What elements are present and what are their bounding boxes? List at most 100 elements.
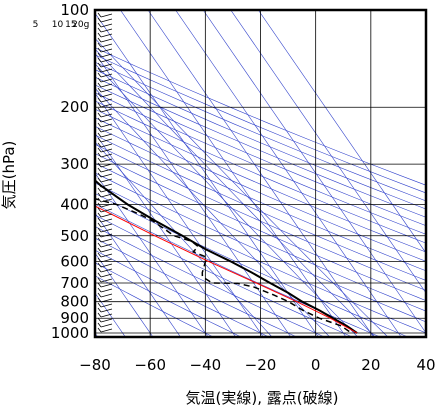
wind-barb-flag [97, 327, 102, 333]
dry-adiabat-line [95, 226, 326, 337]
dry-adiabat-line [95, 134, 426, 281]
wind-barb-flag [97, 52, 102, 58]
dry-adiabat-line [95, 54, 426, 194]
wind-barb-flag [97, 247, 102, 253]
wind-barb-flag [97, 207, 102, 213]
wind-barb-flag [97, 122, 102, 128]
dry-adiabat-line [95, 193, 409, 337]
wind-barb-flag [97, 302, 102, 308]
wind-barb-flag [97, 107, 102, 113]
isotherm-line [175, 10, 402, 337]
wind-barb-flag [97, 177, 102, 183]
wind-barb-flag [97, 227, 102, 233]
dry-adiabat-line [95, 172, 426, 323]
wind-barb [100, 68, 113, 73]
wind-barb [100, 248, 113, 253]
wind-barb [100, 203, 113, 208]
background-lines [95, 10, 426, 337]
wind-barb-flag [97, 242, 102, 248]
wind-barb [100, 138, 113, 143]
wind-barb [100, 168, 113, 173]
wind-barb [100, 313, 113, 318]
dry-adiabat-line [95, 47, 426, 186]
x-tick-label: −80 [79, 356, 111, 374]
wind-barb-flag [97, 142, 102, 148]
wind-barb-flag [97, 147, 102, 153]
mixing-ratio-line [95, 141, 273, 337]
wind-barb [100, 33, 113, 38]
wind-barb-flag [97, 12, 102, 18]
wind-barb [100, 63, 113, 68]
dry-adiabat-line [95, 275, 215, 337]
wind-barb-flag [97, 47, 102, 53]
wind-barb-flag [97, 167, 102, 173]
wind-barb [100, 183, 113, 188]
dry-adiabat-line [95, 69, 426, 210]
wind-barb [100, 13, 113, 18]
wind-barb-flag [97, 172, 102, 178]
y-tick-label: 200 [60, 98, 89, 116]
wind-barb [100, 153, 113, 158]
wind-barb [100, 58, 113, 63]
wind-barb [100, 273, 113, 278]
dewpoint-line [95, 197, 352, 334]
isotherm-line [95, 92, 264, 337]
grid [95, 10, 426, 337]
dry-adiabat-line [95, 182, 426, 334]
wind-barb-flag [97, 232, 102, 238]
dry-adiabat-line [95, 117, 426, 262]
wind-barb [100, 128, 113, 133]
wind-barb-flag [97, 262, 102, 268]
wind-barb [100, 78, 113, 83]
wind-barb-flag [97, 117, 102, 123]
wind-barb [100, 148, 113, 153]
y-tick-label: 800 [60, 293, 89, 311]
plot-frame [93, 8, 428, 339]
mixing-ratio-labels: 15101520g [33, 20, 90, 30]
wind-barb-flag [97, 102, 102, 108]
isotherm-line [95, 172, 209, 337]
dry-adiabat-line [95, 262, 242, 337]
wind-barb-flag [97, 312, 102, 318]
wind-barb [100, 233, 113, 238]
plot-area [95, 10, 426, 337]
isotherm-line [95, 132, 237, 337]
wind-barb-flag [97, 267, 102, 273]
wind-barb-flag [97, 42, 102, 48]
wind-barb-flag [97, 27, 102, 33]
x-tick-label: 40 [416, 356, 435, 374]
x-tick-labels: −80 −60 −40 −20 0 20 40 [79, 356, 435, 374]
x-axis-title: 気温(実線), 露点(破線) [186, 389, 339, 407]
mixing-ratio-label: 5 [33, 20, 39, 30]
wind-barb-flag [97, 157, 102, 163]
wind-barb-flag [97, 137, 102, 143]
wind-barb-flag [97, 72, 102, 78]
dry-adiabat-line [95, 162, 426, 312]
wind-barb [100, 238, 113, 243]
dry-adiabat-line [95, 126, 426, 272]
wind-barb-flag [97, 87, 102, 93]
wind-barb [100, 298, 113, 303]
wind-barb-flag [97, 62, 102, 68]
wind-barb [100, 228, 113, 233]
wind-barb [100, 328, 113, 333]
wind-barb [100, 123, 113, 128]
wind-barb-flag [97, 17, 102, 23]
wind-barb-flag [97, 222, 102, 228]
wind-barb [100, 193, 113, 198]
wind-barb-flag [97, 162, 102, 168]
wind-barb [100, 253, 113, 258]
mixing-ratio-line [95, 48, 376, 337]
dry-adiabat-line [95, 108, 426, 253]
wind-barb-flag [97, 202, 102, 208]
dry-adiabat-line [95, 153, 426, 301]
wind-barb-flag [97, 287, 102, 293]
wind-barb [100, 38, 113, 43]
wind-barb-flag [97, 197, 102, 203]
wind-barb-flag [97, 32, 102, 38]
wind-barb [100, 293, 113, 298]
wind-barb-flag [97, 57, 102, 63]
mixing-ratio-line [95, 87, 331, 337]
